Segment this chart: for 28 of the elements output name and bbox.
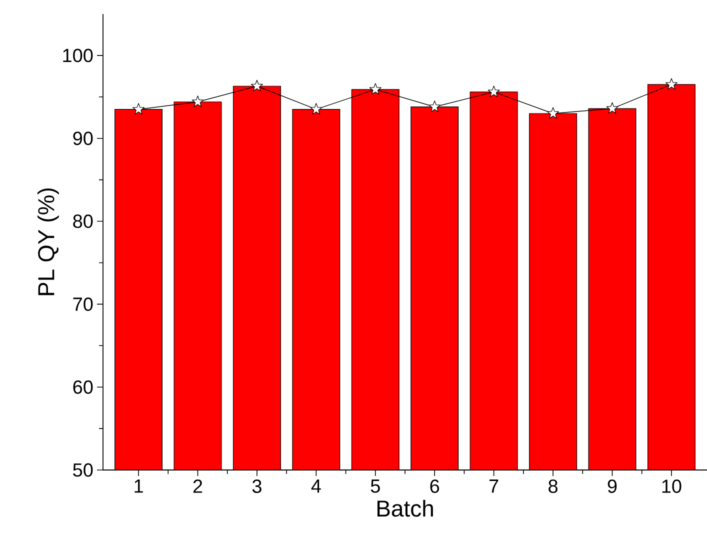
x-tick-label: 7	[490, 480, 498, 493]
x-tick-label: 1	[134, 480, 143, 493]
y-tick-label: 60	[73, 380, 93, 394]
point	[606, 102, 618, 114]
y-tick-label: 100	[63, 48, 93, 62]
x-tick-label: 2	[193, 480, 202, 493]
y-tick-label: 70	[73, 297, 93, 311]
y-tick-label: 90	[73, 132, 93, 146]
point	[428, 100, 441, 112]
point	[488, 86, 500, 98]
x-tick-label: 9	[608, 480, 617, 493]
x-tick-label: 5	[370, 480, 380, 493]
x-axis-title: Batch	[377, 500, 433, 517]
y-tick-label: 80	[73, 214, 93, 228]
point	[132, 103, 145, 114]
x-tick-label: 6	[430, 480, 440, 493]
y-tick-label: 50	[73, 463, 93, 477]
point	[192, 96, 204, 108]
point	[310, 103, 322, 114]
x-tick-label: 3	[252, 480, 262, 493]
point	[250, 80, 263, 92]
point	[665, 78, 678, 90]
x-tick-label: 8	[548, 480, 558, 493]
x-tick-label: 10	[662, 480, 682, 493]
x-tick-label: 4	[311, 480, 321, 493]
point	[369, 83, 382, 95]
point	[547, 107, 560, 119]
y-axis-title: PL QY (%)	[37, 188, 59, 296]
